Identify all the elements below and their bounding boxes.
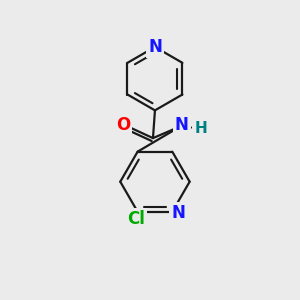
Text: N: N [171,204,185,222]
Text: O: O [116,116,130,134]
Text: N: N [148,38,162,56]
Text: N: N [175,116,189,134]
Text: Cl: Cl [127,210,145,228]
Text: H: H [194,121,207,136]
